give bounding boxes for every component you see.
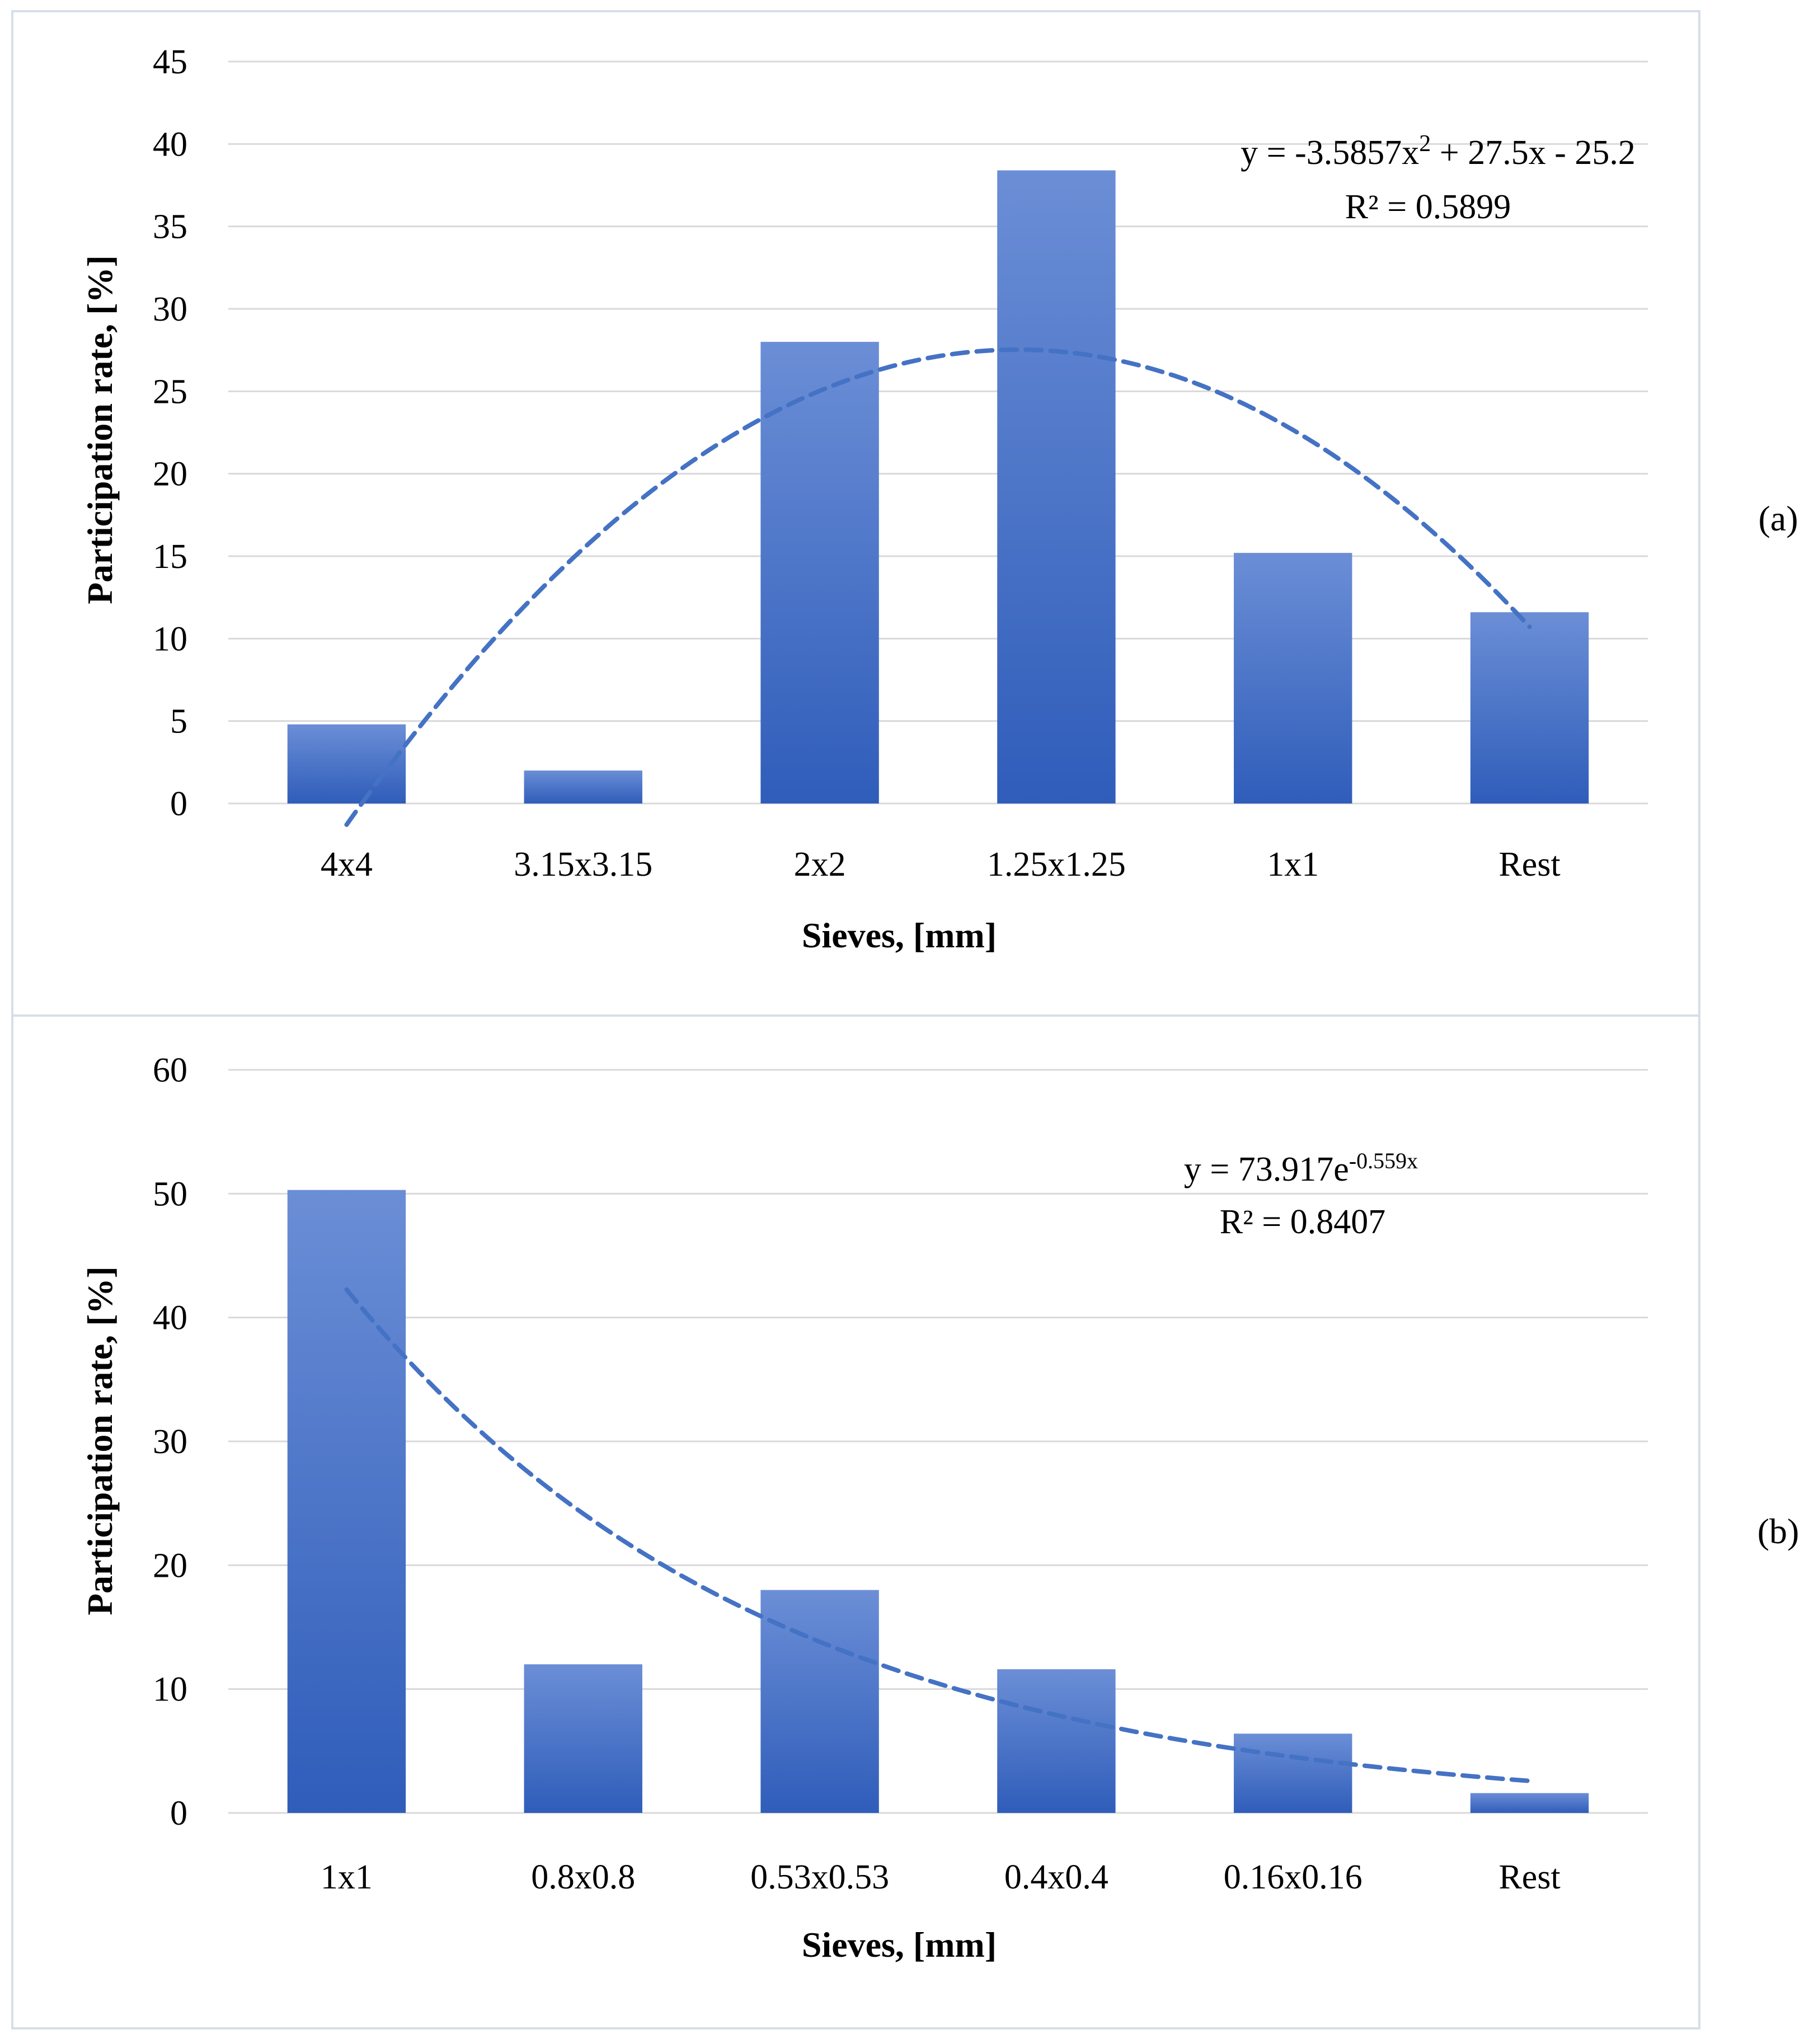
y-tick-labels-b: 0 10 20 30 40 50 60 <box>153 1051 187 1832</box>
r-squared-b: R² = 0.8407 <box>1220 1203 1385 1241</box>
y-tick-label-a-8: 40 <box>153 125 187 163</box>
trend-equation-exponent-b: -0.559x <box>1349 1148 1418 1173</box>
y-tick-label-b-4: 40 <box>153 1299 187 1337</box>
y-tick-label-b-3: 30 <box>153 1423 187 1461</box>
trend-equation-exponent-a: 2 <box>1419 131 1431 157</box>
bar-b-4 <box>1234 1733 1352 1813</box>
x-tick-label-b-1: 0.8x0.8 <box>531 1858 635 1896</box>
y-tick-label-b-2: 20 <box>153 1547 187 1585</box>
bar-a-1 <box>524 770 642 803</box>
y-axis-label-b: Participation rate, [%] <box>80 1266 120 1615</box>
chart-panel-b: 0 10 20 30 40 50 60 1x1 0.8x0.8 0.53x0.53 0.4x0.4… <box>11 1014 1799 2029</box>
x-tick-label-b-4: 0.16x0.16 <box>1224 1858 1362 1896</box>
x-tick-label-a-3: 1.25x1.25 <box>987 845 1126 884</box>
x-tick-label-a-5: Rest <box>1498 845 1560 884</box>
y-tick-label-a-1: 5 <box>170 703 187 741</box>
bar-a-5 <box>1470 612 1589 803</box>
bar-a-3 <box>997 170 1116 804</box>
x-tick-label-b-3: 0.4x0.4 <box>1004 1858 1108 1896</box>
r-squared-a: R² = 0.5899 <box>1345 188 1511 226</box>
trend-equation-a: y = -3.5857x2 + 27.5x - 25.2 <box>1241 131 1636 172</box>
x-axis-label-b: Sieves, [mm] <box>802 1925 997 1965</box>
y-axis-label-a: Participation rate, [%] <box>80 255 120 604</box>
x-axis-label-a: Sieves, [mm] <box>802 915 997 955</box>
y-tick-label-a-2: 10 <box>153 620 187 658</box>
trendline-path-a <box>344 347 1532 827</box>
y-tick-label-a-0: 0 <box>170 785 187 823</box>
bar-b-0 <box>287 1190 406 1813</box>
trend-equation-main-b: y = 73.917e <box>1184 1150 1349 1188</box>
trendline-a <box>344 347 1532 827</box>
x-tick-label-b-5: Rest <box>1498 1858 1560 1896</box>
y-tick-label-a-9: 45 <box>153 43 187 81</box>
trendline-b <box>344 1287 1532 1783</box>
y-tick-label-a-7: 35 <box>153 208 187 246</box>
x-tick-label-a-2: 2x2 <box>794 845 846 884</box>
chart-panel-a: 0 5 10 15 20 25 30 35 40 45 4x4 3.15x3.15 2x2 1.25x1… <box>11 10 1798 1017</box>
panel-label-b: (b) <box>1758 1511 1799 1551</box>
bar-b-3 <box>997 1669 1116 1813</box>
x-tick-labels-a: 4x4 3.15x3.15 2x2 1.25x1.25 1x1 Rest <box>321 845 1561 884</box>
bars-a <box>287 170 1589 804</box>
trendline-path-b <box>344 1287 1532 1783</box>
x-tick-labels-b: 1x1 0.8x0.8 0.53x0.53 0.4x0.4 0.16x0.16 Rest <box>321 1858 1561 1896</box>
y-tick-label-a-6: 30 <box>153 290 187 328</box>
bar-a-2 <box>760 341 879 803</box>
bar-b-1 <box>524 1664 642 1813</box>
bar-b-5 <box>1470 1793 1589 1813</box>
x-tick-label-a-0: 4x4 <box>321 845 373 884</box>
x-tick-label-a-4: 1x1 <box>1267 845 1319 884</box>
gridlines-b <box>228 1069 1648 1814</box>
y-tick-label-b-1: 10 <box>153 1671 187 1709</box>
y-tick-label-a-4: 20 <box>153 455 187 494</box>
y-tick-label-a-3: 15 <box>153 538 187 576</box>
y-tick-label-b-6: 60 <box>153 1051 187 1089</box>
y-tick-label-b-5: 50 <box>153 1175 187 1213</box>
x-tick-label-a-1: 3.15x3.15 <box>514 845 652 884</box>
trend-equation-tail-a: + 27.5x - 25.2 <box>1431 134 1636 172</box>
gridlines-a <box>228 60 1648 805</box>
panel-label-a: (a) <box>1758 499 1798 538</box>
y-tick-labels-a: 0 5 10 15 20 25 30 35 40 45 <box>153 43 187 823</box>
trend-equation-main-a: y = -3.5857x <box>1241 134 1419 172</box>
bar-a-4 <box>1234 553 1352 803</box>
x-tick-label-b-0: 1x1 <box>321 1858 373 1896</box>
y-tick-label-b-0: 0 <box>170 1794 187 1832</box>
bar-a-0 <box>287 724 406 803</box>
y-tick-label-a-5: 25 <box>153 373 187 411</box>
chart-frame-b <box>11 1014 1700 2029</box>
bars-b <box>287 1190 1589 1813</box>
trend-equation-b: y = 73.917e-0.559x <box>1184 1148 1418 1189</box>
x-tick-label-b-2: 0.53x0.53 <box>750 1858 889 1896</box>
